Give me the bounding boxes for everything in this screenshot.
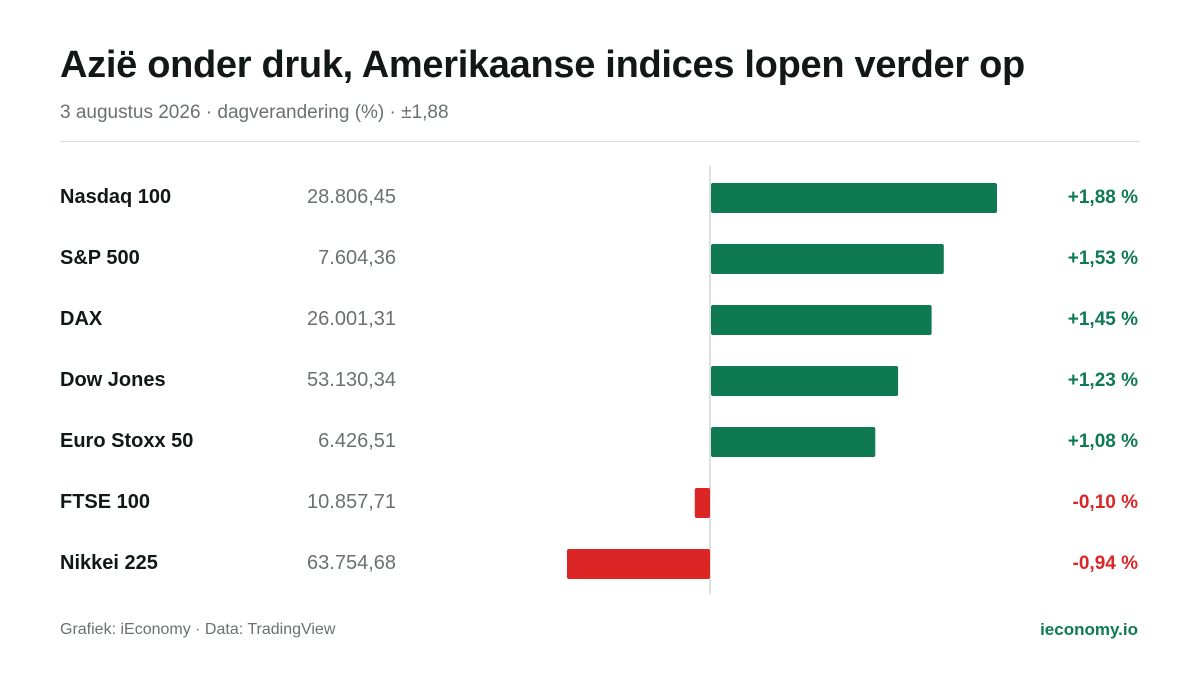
index-level: 6.426,51 (318, 430, 396, 452)
category-label: DAX (60, 308, 103, 330)
index-level: 28.806,45 (307, 186, 396, 208)
index-level: 63.754,68 (307, 552, 396, 574)
category-label: FTSE 100 (60, 491, 151, 513)
index-level: 10.857,71 (307, 491, 396, 513)
footer-source: Grafiek: iEconomy · Data: TradingView (60, 621, 336, 638)
value-label: +1,88 % (1067, 187, 1138, 208)
category-label: Dow Jones (60, 369, 166, 391)
bar (711, 183, 997, 213)
category-label: Nikkei 225 (60, 552, 158, 574)
value-label: -0,94 % (1072, 553, 1138, 574)
value-label: +1,53 % (1067, 248, 1138, 269)
value-label: -0,10 % (1072, 492, 1138, 513)
category-label: S&P 500 (60, 247, 140, 269)
value-label: +1,45 % (1067, 309, 1138, 330)
category-label: Nasdaq 100 (60, 186, 172, 208)
index-level: 7.604,36 (318, 247, 396, 269)
chart-title: Azië onder druk, Amerikaanse indices lop… (60, 44, 1025, 86)
category-label: Euro Stoxx 50 (60, 430, 194, 452)
chart-subtitle: 3 augustus 2026 · dagverandering (%) · ±… (60, 102, 449, 123)
value-label: +1,08 % (1067, 431, 1138, 452)
bar (711, 305, 932, 335)
index-level: 53.130,34 (307, 369, 396, 391)
index-level: 26.001,31 (307, 308, 396, 330)
bar (711, 366, 899, 396)
bar (711, 427, 876, 457)
bar (567, 549, 710, 579)
bar (711, 244, 944, 274)
bar (694, 488, 710, 518)
footer-brand[interactable]: ieconomy.io (1040, 620, 1138, 639)
header-divider (60, 141, 1140, 142)
value-label: +1,23 % (1067, 370, 1138, 391)
